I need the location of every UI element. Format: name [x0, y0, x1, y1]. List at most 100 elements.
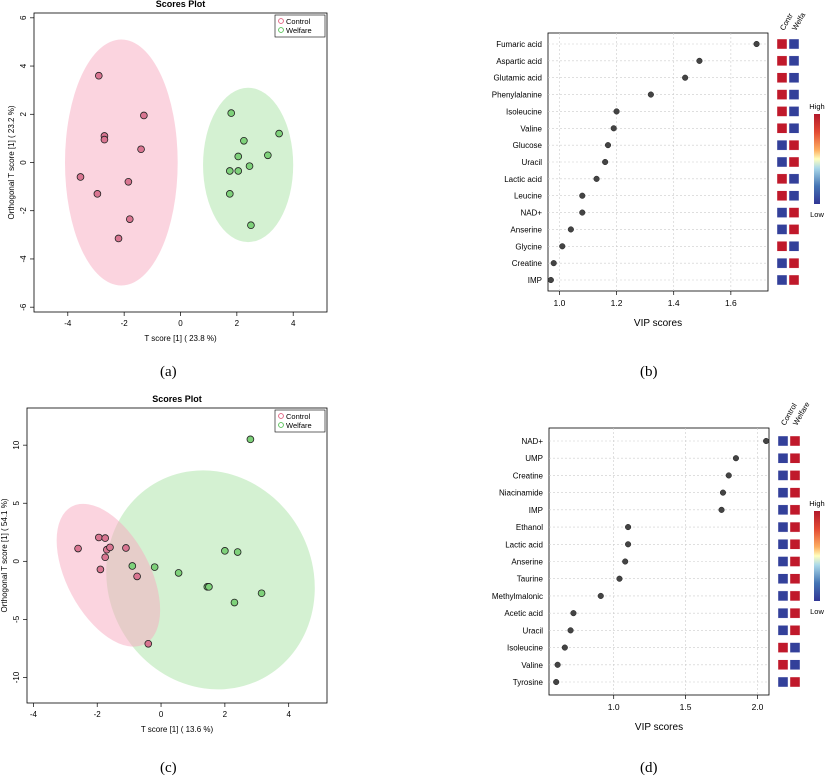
metabolite-label: Fumaric acid	[496, 40, 542, 49]
heat-box	[788, 72, 800, 83]
colorbar	[814, 511, 820, 601]
colorbar-low-label: Low	[810, 607, 824, 616]
vip-point	[682, 74, 689, 81]
y-axis-label: Orthogonal T score [1] ( 23.2 %)	[7, 105, 16, 219]
point-control	[101, 553, 109, 562]
colorbar-high-label: High	[809, 499, 824, 508]
scores-plot-a: Scores Plot -4 -2 0 2 4 -6 -4 -2 0 2 4 6 T score [1] …	[7, 0, 328, 343]
plot-frame	[26, 407, 328, 704]
x-tick-label: 1.0	[554, 298, 566, 308]
point-control	[122, 544, 130, 552]
heat-box	[777, 539, 789, 550]
ellipse-welfare	[106, 470, 315, 690]
metabolite-label: NAD+	[520, 209, 542, 218]
heat-box	[777, 556, 789, 567]
heat-box	[789, 539, 801, 550]
heat-box	[776, 72, 788, 83]
point-welfare	[227, 109, 236, 117]
heat-box	[788, 241, 800, 252]
heat-box	[777, 659, 789, 670]
metabolite-label: Taurine	[517, 575, 544, 584]
metabolite-label: Niacinamide	[499, 489, 544, 498]
x-tick-label: 1.0	[608, 702, 620, 712]
heat-box	[788, 123, 800, 134]
heat-box	[789, 676, 801, 688]
point-welfare	[221, 547, 229, 555]
point-control	[96, 565, 105, 574]
legend-label-control: Control	[286, 17, 311, 26]
vip-point	[579, 192, 586, 199]
y-tick-label: -6	[19, 303, 28, 311]
metabolite-label: Phenylalanine	[492, 91, 543, 100]
caption-c: (c)	[160, 760, 177, 776]
legend-box	[274, 14, 326, 38]
point-welfare	[226, 167, 234, 175]
heat-box	[789, 607, 801, 619]
point-control	[125, 215, 134, 223]
x-tick-label: 2.0	[752, 702, 764, 712]
point-control	[114, 234, 123, 243]
legend-box	[274, 409, 326, 433]
vip-point	[719, 489, 727, 496]
heat-box	[789, 556, 801, 567]
vip-plot-d: NAD+ UMP Creatine Niacinamide IMP Ethanol Lact…	[492, 400, 825, 733]
caption-d: (d)	[640, 760, 658, 776]
metabolite-label: IMP	[529, 506, 543, 515]
metabolite-label: Isoleucine	[507, 644, 544, 653]
x-tick-label: -2	[94, 710, 102, 719]
point-control	[74, 544, 82, 553]
vip-point	[753, 40, 760, 48]
point-welfare	[275, 129, 283, 138]
heat-box	[777, 487, 789, 498]
vip-point	[604, 142, 612, 149]
x-tick-label: -4	[30, 710, 38, 719]
point-welfare	[174, 569, 183, 577]
metabolite-label: Tyrosine	[513, 678, 544, 687]
y-tick-label: -10	[12, 671, 21, 683]
metabolite-label: Isoleucine	[506, 107, 543, 116]
heat-box	[788, 207, 800, 218]
vip-plot-b: Fumaric acid Aspartic acid Glutamic acid Ph…	[492, 10, 825, 329]
metabolite-label: Glycine	[515, 242, 542, 251]
heat-box	[789, 435, 801, 447]
y-tick-label: -5	[12, 615, 21, 623]
point-control	[106, 543, 114, 552]
heat-box	[777, 470, 789, 481]
point-welfare	[230, 598, 239, 607]
vip-point	[570, 610, 577, 617]
heat-box	[789, 504, 801, 516]
point-welfare	[233, 548, 242, 556]
y-tick-label: 5	[12, 500, 21, 505]
heat-box	[777, 676, 789, 688]
legend-marker-control	[278, 18, 284, 24]
y-tick-label: 10	[12, 440, 21, 449]
ellipse-control	[56, 503, 161, 647]
vip-point	[597, 592, 604, 599]
vip-point	[553, 678, 560, 686]
heat-box	[777, 607, 789, 619]
heat-box	[788, 156, 800, 168]
point-welfare	[226, 190, 234, 198]
vip-point	[550, 260, 557, 267]
heat-box	[788, 224, 800, 235]
legend-marker-welfare	[278, 27, 284, 33]
metabolite-label: Acetic acid	[504, 609, 543, 618]
vip-point	[622, 558, 629, 565]
heat-box	[777, 453, 789, 464]
point-welfare	[247, 221, 255, 229]
heat-box	[789, 521, 801, 533]
vip-point	[696, 57, 703, 64]
heat-box	[776, 257, 788, 269]
vip-point	[567, 627, 574, 634]
heat-box	[776, 156, 788, 168]
legend-label-welfare: Welfare	[286, 421, 312, 430]
heat-box	[789, 659, 801, 670]
plot-title: Scores Plot	[156, 0, 206, 9]
heat-box	[776, 274, 788, 286]
heat-box	[788, 106, 800, 117]
metabolite-label: UMP	[525, 454, 543, 463]
x-axis-label: VIP scores	[635, 722, 683, 733]
x-tick-label: 2	[223, 710, 228, 719]
x-axis-label: VIP scores	[634, 318, 682, 329]
heat-box	[776, 190, 788, 201]
